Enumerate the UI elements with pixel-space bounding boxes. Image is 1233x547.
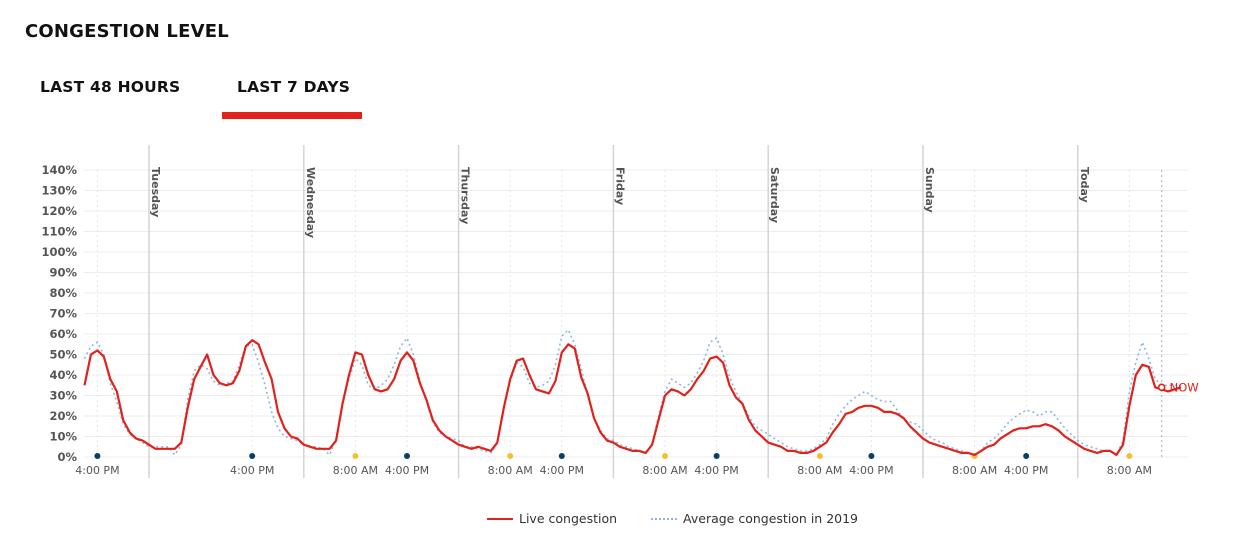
tab-last-7-days[interactable]: LAST 7 DAYS [237,78,351,96]
y-tick-label: 40% [49,368,77,382]
day-label: Wednesday [304,167,317,238]
morning-peak-dot [1126,453,1133,459]
day-separators: Tuesday Wednesday Thursday Friday Saturday Su… [148,145,1091,478]
x-tick-label: 8:00 AM [952,464,997,477]
day-label: Thursday [459,167,472,224]
evening-peak-dot [249,453,256,459]
now-label: NOW [1170,380,1199,394]
tab-last-48-hours[interactable]: LAST 48 HOURS [40,78,181,96]
x-tick-label: 4:00 PM [1004,464,1048,477]
grid-layer [84,169,1188,458]
legend-swatch-average [651,517,678,520]
evening-peak-dot [713,453,720,459]
y-tick-label: 50% [49,348,77,362]
x-tick-label: 8:00 AM [642,464,687,477]
average-congestion-line [83,329,1181,456]
y-tick-label: 10% [49,430,77,444]
y-tick-label: 130% [41,184,77,198]
day-label: Sunday [923,167,936,213]
x-tick-label: 4:00 PM [385,464,429,477]
active-tab-indicator [222,112,362,119]
x-tick-label: 8:00 AM [333,464,378,477]
legend-label-average: Average congestion in 2019 [683,511,859,526]
legend-item-average: Average congestion in 2019 [651,511,858,526]
y-tick-label: 0% [57,450,77,464]
x-tick-label: 8:00 AM [1107,464,1152,477]
day-label: Tuesday [149,167,162,217]
legend-item-live: Live congestion [487,511,617,526]
morning-peak-dot [662,453,668,459]
y-tick-label: 90% [49,266,77,280]
morning-peak-dot [352,453,359,459]
x-tick-label: 4:00 PM [75,464,119,477]
legend-swatch-live [487,517,513,520]
morning-peak-dot [816,453,823,459]
page-title: CONGESTION LEVEL [25,21,229,42]
series-layer [83,329,1182,456]
time-markers: 4:00 PM 4:00 PM 8:00 AM 4:00 PM 8:00 AM 4:00 … [75,170,1152,477]
evening-peak-dot [94,453,101,459]
x-tick-label: 4:00 PM [694,464,738,477]
evening-peak-dot [1023,453,1030,459]
y-tick-label: 120% [41,204,77,218]
legend-label-live: Live congestion [519,511,618,526]
y-axis: 0% 10% 20% 30% 40% 50% 60% 70% 80% 90% 100% 110% 120… [41,163,77,464]
live-congestion-line [83,339,1182,456]
now-indicator: NOW [1157,170,1199,457]
y-tick-label: 100% [41,245,77,259]
day-label: Friday [613,167,626,205]
x-tick-label: 4:00 PM [540,464,584,477]
y-tick-label: 30% [49,389,77,403]
y-tick-label: 70% [49,307,77,321]
x-tick-label: 8:00 AM [488,464,533,477]
evening-peak-dot [558,453,565,459]
morning-peak-dot [507,453,514,459]
y-tick-label: 80% [49,286,77,300]
evening-peak-dot [404,453,410,459]
x-tick-label: 4:00 PM [230,464,274,477]
y-tick-label: 140% [41,163,77,177]
day-label: Saturday [768,167,781,223]
y-tick-label: 110% [41,225,77,239]
day-label: Today [1078,167,1091,203]
congestion-chart: Tuesday Wednesday Thursday Friday Saturday Su… [41,145,1199,478]
chart-legend: Live congestion Average congestion in 20… [487,511,892,526]
y-tick-label: 60% [49,327,77,341]
evening-peak-dot [868,453,875,459]
x-tick-label: 4:00 PM [849,464,893,477]
x-tick-label: 8:00 AM [797,464,842,477]
y-tick-label: 20% [49,409,77,423]
now-point [1157,383,1166,392]
